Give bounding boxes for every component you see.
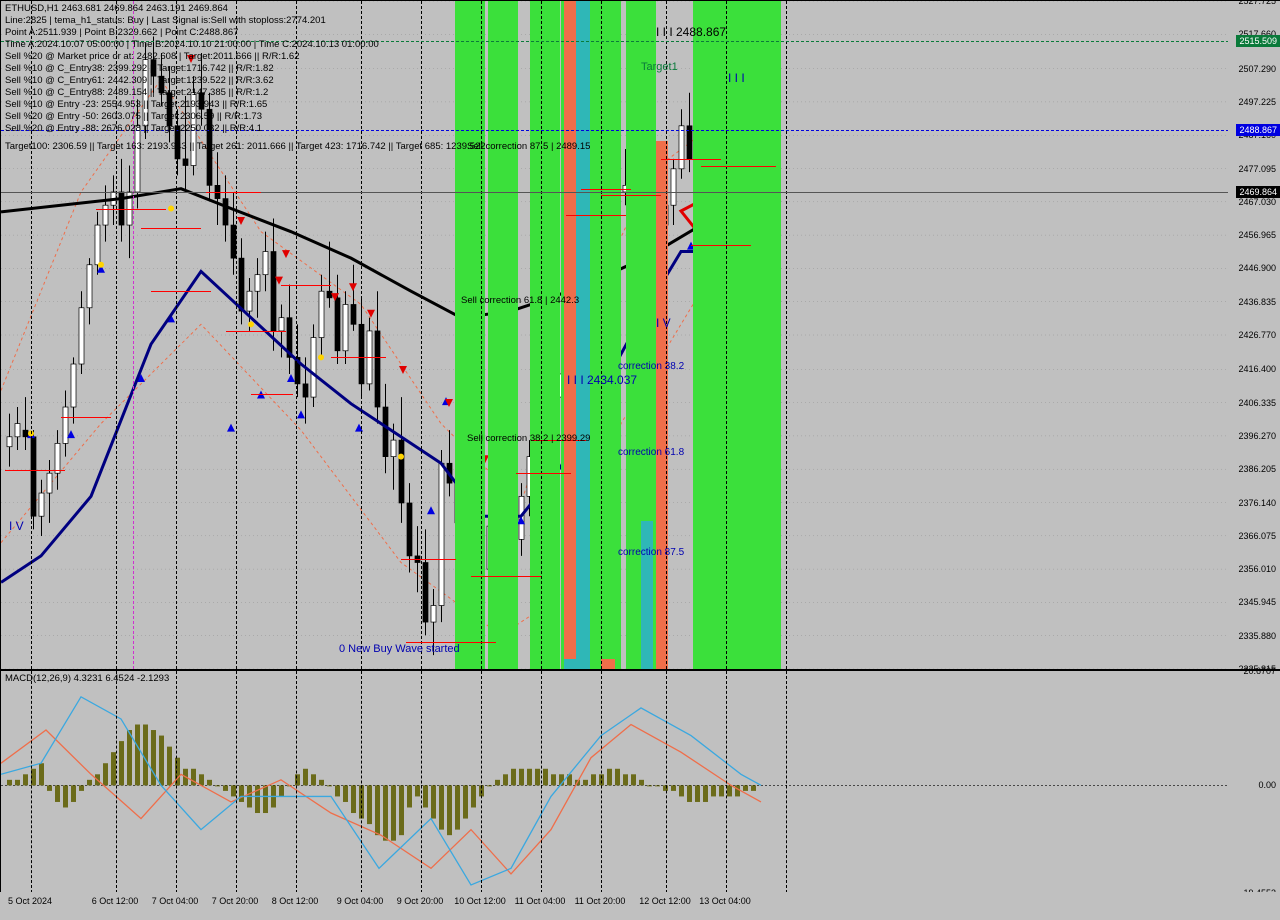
price-y-axis: 2527.7252517.6602507.2902497.2252487.160… xyxy=(1228,0,1280,670)
price-chart[interactable]: ETHUSD,H1 2463.681 2469.864 2463.191 246… xyxy=(0,0,1230,670)
x-axis: 5 Oct 20246 Oct 12:007 Oct 04:007 Oct 20… xyxy=(0,892,1280,920)
macd-svg xyxy=(1,671,1229,893)
macd-y-axis: 20.67070.00-19.4553 xyxy=(1228,670,1280,894)
macd-panel[interactable]: MACD(12,26,9) 4.3231 6.4524 -2.1293 xyxy=(0,670,1230,894)
